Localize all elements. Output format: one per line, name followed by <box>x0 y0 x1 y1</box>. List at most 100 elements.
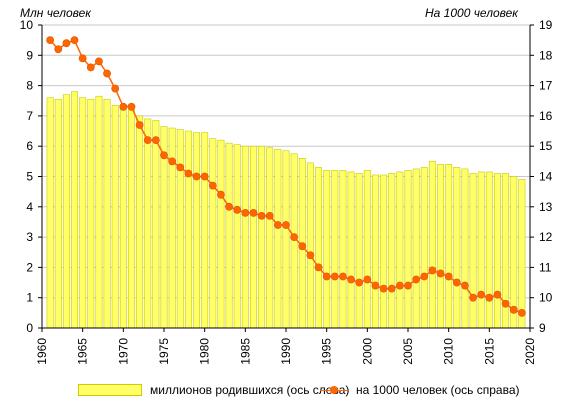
bar <box>380 174 388 329</box>
line-point <box>249 208 258 217</box>
line-point <box>95 57 103 66</box>
line-point <box>395 281 404 290</box>
bar <box>176 129 184 329</box>
line-point <box>452 278 461 287</box>
bar <box>209 138 217 329</box>
bar <box>258 145 266 329</box>
bar <box>355 173 363 329</box>
line-point <box>111 84 120 93</box>
line-point <box>168 157 177 166</box>
bar <box>420 167 428 329</box>
line-point <box>62 39 71 48</box>
x-tick-label: 1995 <box>320 338 334 365</box>
line-point <box>257 211 266 220</box>
line-point <box>192 172 201 181</box>
right-axis-title: На 1000 человек <box>425 6 518 20</box>
bar <box>79 97 87 329</box>
bar <box>510 176 518 329</box>
bar <box>54 98 62 329</box>
x-tick-label: 1975 <box>157 338 171 365</box>
bar <box>136 115 144 329</box>
line-point <box>339 272 347 281</box>
line-point <box>314 263 323 272</box>
bar <box>184 130 192 329</box>
bar <box>217 139 225 329</box>
line-point <box>127 102 136 111</box>
line-point <box>225 202 233 211</box>
line-point <box>290 233 299 241</box>
bar <box>152 120 160 329</box>
line-point <box>444 272 453 281</box>
line-point <box>412 275 421 284</box>
line-point <box>517 308 526 317</box>
line-point <box>241 208 250 217</box>
line-point <box>282 221 290 229</box>
line-point <box>477 290 486 299</box>
line-point <box>347 275 355 284</box>
line-point <box>135 121 144 129</box>
bar <box>127 109 135 329</box>
bar <box>46 97 54 329</box>
x-tick-label: 1970 <box>116 338 130 365</box>
bar <box>347 171 355 329</box>
line-point <box>493 290 502 299</box>
left-tick-label: 7 <box>26 109 33 123</box>
line-point <box>46 36 55 45</box>
line-point <box>86 63 95 72</box>
line-point <box>461 281 469 290</box>
bar-series <box>46 91 526 329</box>
bar <box>111 104 119 329</box>
bar <box>493 173 501 329</box>
bar <box>323 170 331 329</box>
left-tick-label: 6 <box>26 139 33 153</box>
left-axis-title: Млн человек <box>20 6 91 20</box>
line-point <box>78 54 87 63</box>
bar <box>103 98 111 329</box>
bar <box>282 150 290 329</box>
line-point <box>143 136 152 145</box>
bar <box>388 173 396 329</box>
line-point <box>265 211 274 220</box>
left-tick-label: 4 <box>26 200 33 214</box>
bar <box>233 144 241 329</box>
left-tick-label: 5 <box>26 170 33 184</box>
line-point <box>379 284 388 293</box>
bar <box>518 179 526 329</box>
right-tick-label: 10 <box>539 291 553 305</box>
line-point <box>217 190 225 199</box>
line-point <box>184 169 193 178</box>
right-tick-label: 16 <box>539 109 553 123</box>
line-point <box>371 281 380 290</box>
bar <box>477 171 485 329</box>
bar <box>201 132 209 329</box>
bar <box>371 174 379 329</box>
bar <box>266 147 274 329</box>
line-point <box>469 293 477 302</box>
right-tick-label: 15 <box>539 139 553 153</box>
x-tick-label: 2005 <box>401 338 415 365</box>
bar <box>453 167 461 329</box>
legend-swatch-line <box>320 385 348 395</box>
x-tick-label: 1990 <box>279 338 293 365</box>
legend-item-bars: миллионов родившихся (ось слева) <box>78 383 349 397</box>
bar <box>249 145 257 329</box>
legend-label-line: на 1000 человек (ось справа) <box>356 383 520 397</box>
bar <box>437 164 445 329</box>
left-tick-label: 2 <box>26 260 33 274</box>
line-point <box>200 172 209 181</box>
line-point <box>428 266 437 275</box>
x-axis-ticks: 1960 1965 1970 1975 1980 1985 1990 1995 2000 2005… <box>35 328 537 365</box>
right-tick-label: 17 <box>539 79 553 93</box>
bar <box>331 170 339 329</box>
bar <box>485 171 493 329</box>
line-point <box>151 136 160 145</box>
bar <box>306 162 314 329</box>
line-point <box>233 205 242 214</box>
right-tick-label: 19 <box>539 18 553 32</box>
x-tick-label: 2010 <box>442 338 456 365</box>
legend-item-line: на 1000 человек (ось справа) <box>320 383 520 397</box>
x-tick-label: 1985 <box>238 338 252 365</box>
right-tick-label: 18 <box>539 48 553 62</box>
right-tick-label: 9 <box>539 321 546 335</box>
bar <box>315 167 323 329</box>
